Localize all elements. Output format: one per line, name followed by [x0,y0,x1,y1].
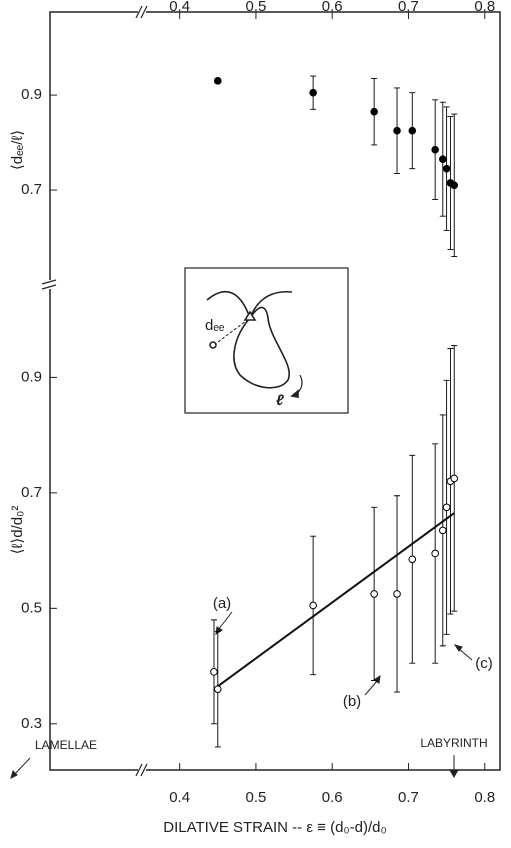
data-point [438,155,447,163]
data-point [210,668,218,676]
y-tick-label: 0.7 [21,484,42,501]
y-tick-label: 0.3 [21,715,42,732]
y-axis-label: ⟨dₑₑ/ℓ⟩ [9,130,26,170]
x-tick-label: 0.4 [169,789,190,806]
x-tick-label: 0.7 [398,0,419,15]
annotation-arrows [10,611,473,779]
x-tick-label: 0.6 [322,789,343,806]
data-point [442,164,451,173]
annotation: LAMELLAE [35,738,97,752]
data-point [442,503,451,512]
data-point [393,126,401,135]
inset-label: dₑₑ [205,317,225,334]
annotation: (a) [213,595,231,612]
annotation: (c) [475,655,493,672]
data-point [450,474,459,483]
data-point [408,126,417,135]
y-tick-label: 0.9 [21,86,42,103]
data-point [213,685,222,693]
x-tick-label: 0.4 [169,0,190,15]
inset [184,267,349,414]
data-point [431,145,439,154]
x-tick-label: 0.5 [246,0,267,15]
x-tick-label: 0.7 [398,789,419,806]
data-point [370,590,378,598]
data-point [431,549,439,558]
x-tick-label: 0.8 [474,789,495,806]
x-tick-label: 0.8 [474,0,495,15]
data-point [309,601,317,610]
inset-label: ℓ [276,392,284,409]
x-tick-label: 0.6 [322,0,343,15]
x-tick-label: 0.5 [246,789,267,806]
annotation: (b) [343,693,361,710]
data-point [309,88,317,97]
y-tick-label: 0.7 [21,181,42,198]
data-point [438,526,447,535]
data-point [370,107,378,116]
plot-frame [49,11,501,771]
x-axis-label: DILATIVE STRAIN -- ε ≡ (d₀-d)/d₀ [163,819,386,836]
data-point [393,590,401,598]
axis-breaks [41,5,148,777]
fit-line [217,512,455,688]
data-point [213,77,222,85]
data-point [408,555,417,564]
y-tick-label: 0.5 [21,599,42,616]
y-axis-label: ⟨ℓ⟩d/d₀² [9,506,26,555]
y-tick-label: 0.9 [21,368,42,385]
data-point [450,181,459,190]
annotation: LABYRINTH [420,736,487,750]
